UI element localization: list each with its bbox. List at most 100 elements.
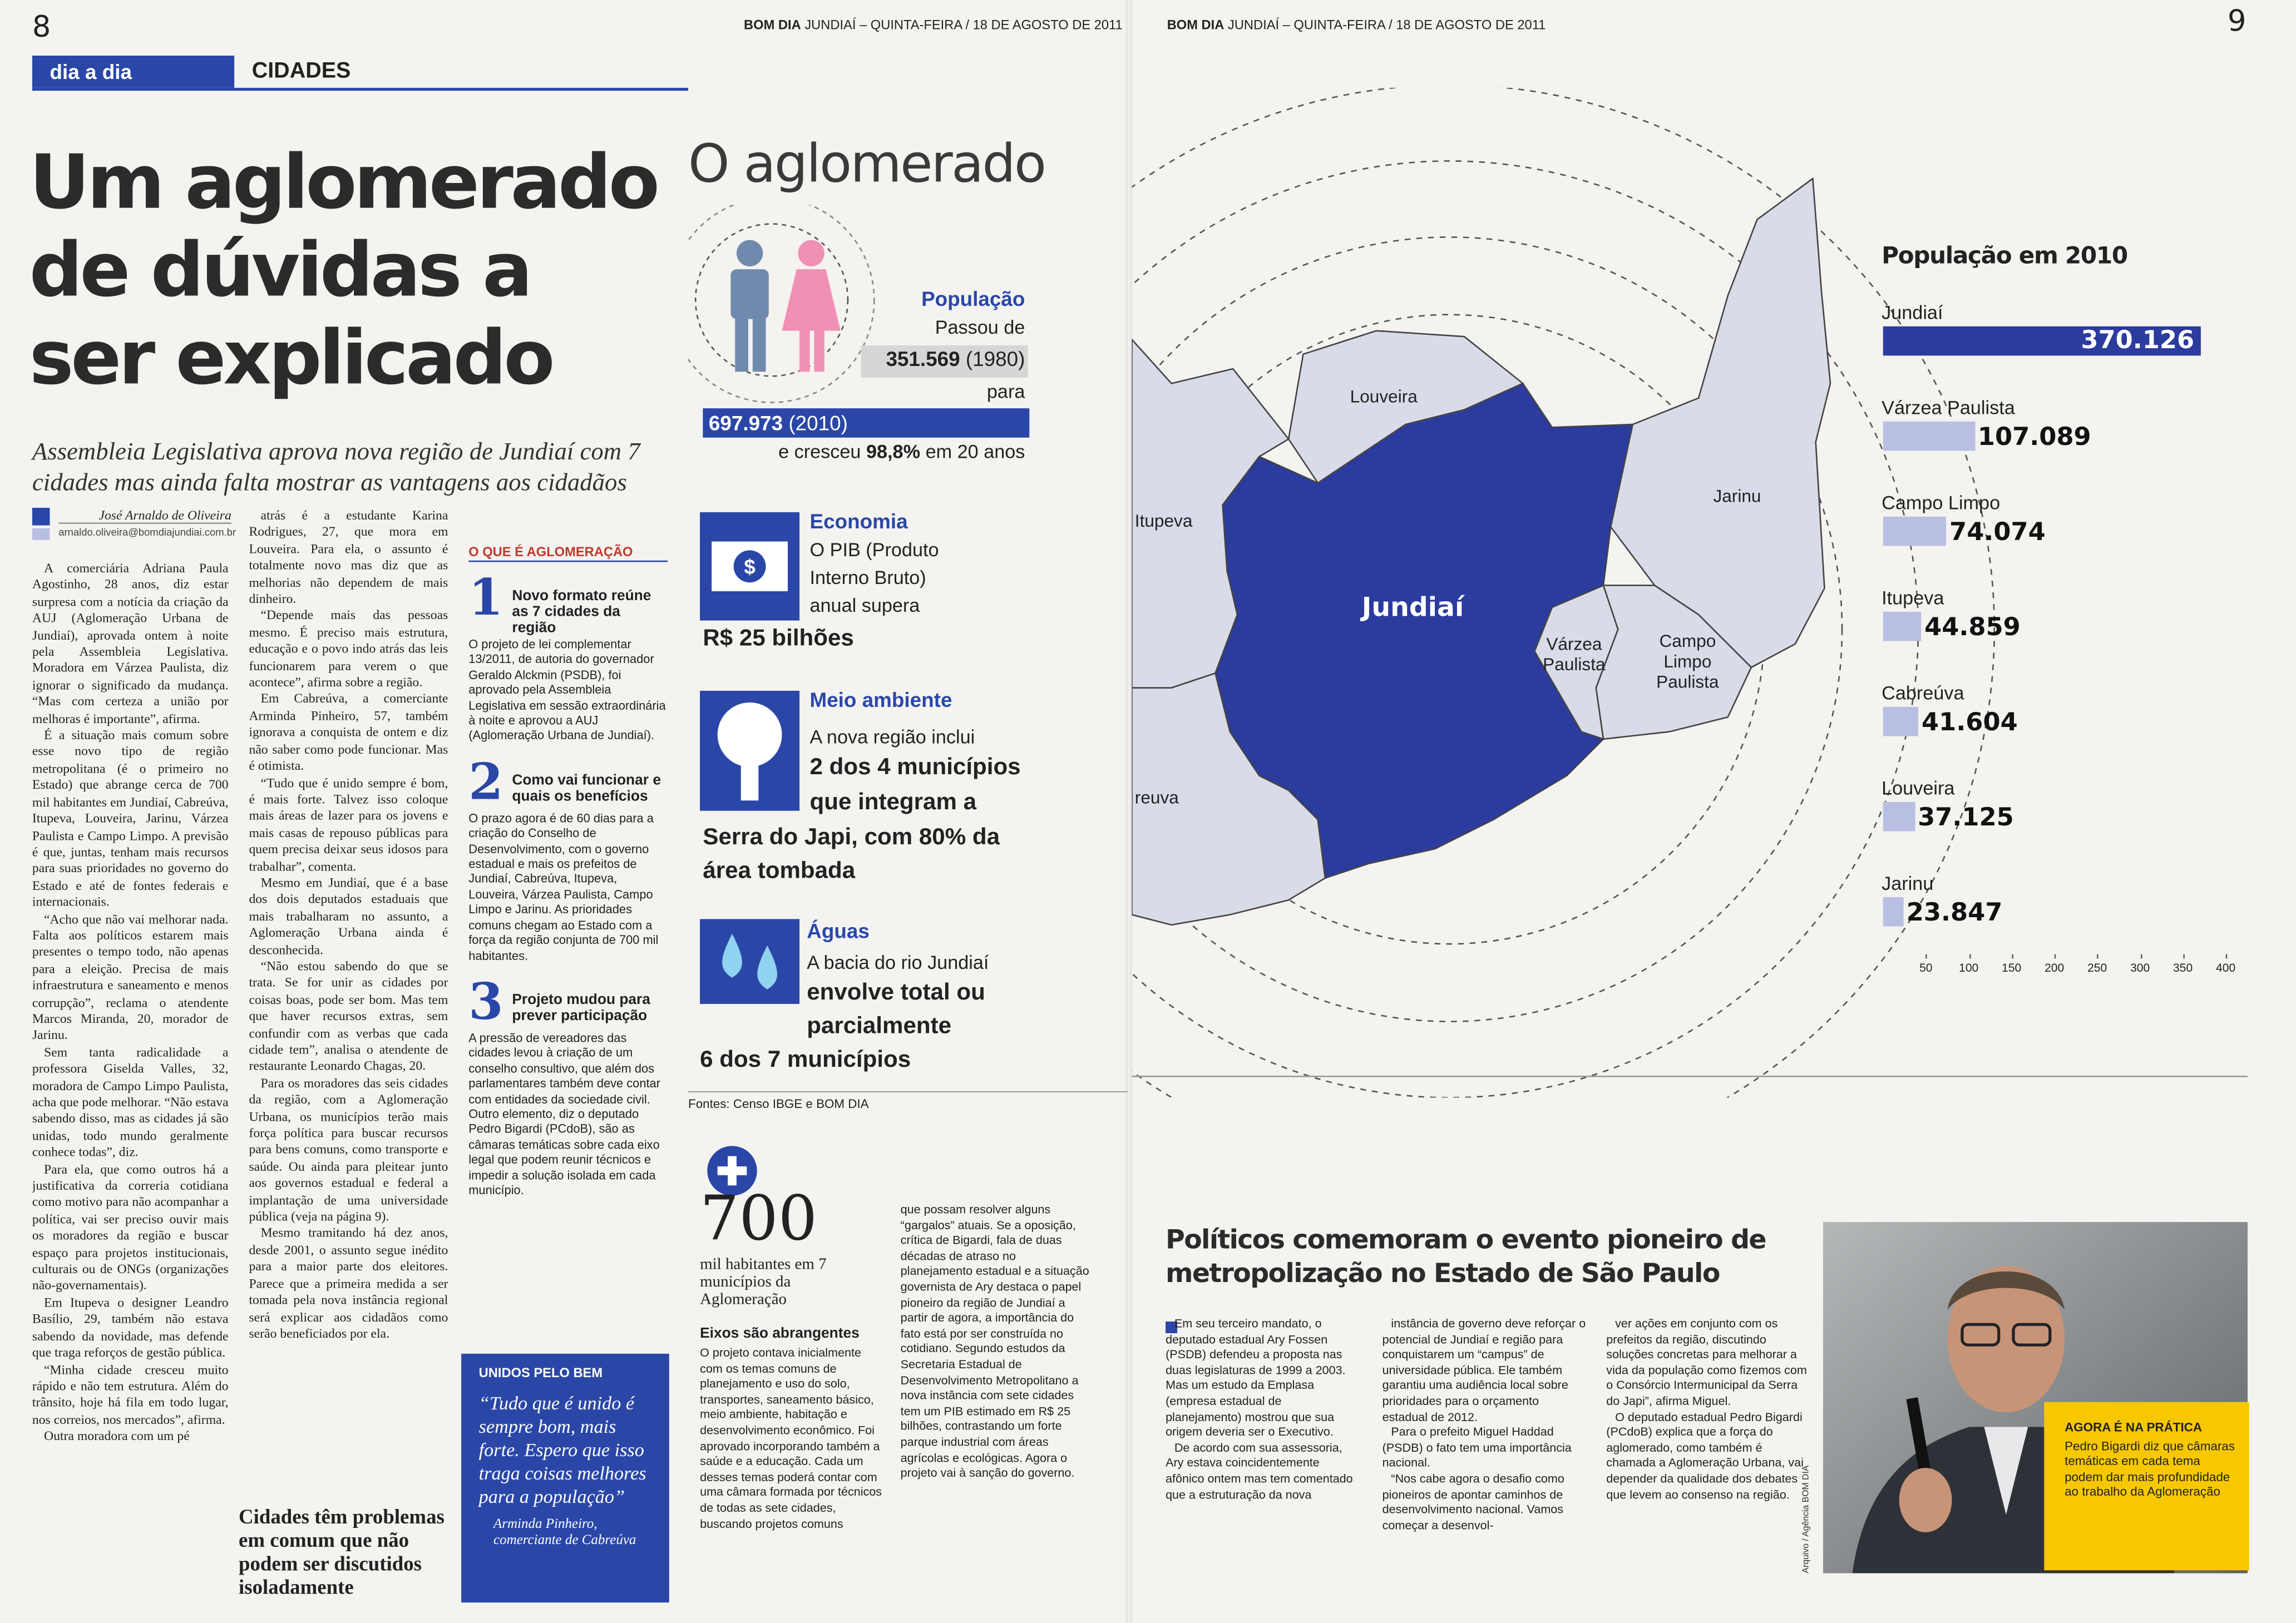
campo-limpo bbox=[1595, 585, 1752, 740]
environment-heading: Meio ambiente bbox=[809, 687, 952, 711]
category-label: Jundiaí bbox=[1882, 301, 1943, 324]
tick-mark bbox=[2054, 954, 2056, 959]
value-label: 107.089 bbox=[1977, 423, 2091, 453]
brand: BOM DIA bbox=[744, 17, 801, 32]
x-tick-label: 50 bbox=[1919, 961, 1933, 975]
paragraph: ver ações em conjunto com os prefeitos d… bbox=[1606, 1317, 1807, 1408]
microphone bbox=[1906, 1397, 1933, 1486]
headline-line: Um aglomerado bbox=[29, 140, 660, 227]
box-column: que possam resolver alguns “gargalos” at… bbox=[900, 1203, 1089, 1480]
pop-to-value: 697.973 bbox=[708, 411, 783, 435]
category-label: Louveira bbox=[1882, 777, 1955, 799]
economy-line: anual supera bbox=[809, 594, 920, 616]
infographic-title: O aglomerado bbox=[688, 135, 1046, 195]
explainer-title: O QUE É AGLOMERAÇÃO bbox=[468, 545, 668, 562]
source: Fontes: Censo IBGE e BOM DIA bbox=[688, 1096, 869, 1111]
byline-mark bbox=[32, 508, 50, 526]
explainer-text: O projeto de lei complementar 13/2011, d… bbox=[468, 636, 666, 743]
article-column: A comerciária Adriana Paula Agostinho, 2… bbox=[32, 561, 229, 1602]
map-label: Louveira bbox=[1350, 386, 1418, 407]
x-tick-label: 350 bbox=[2173, 961, 2193, 975]
tick-mark bbox=[1968, 954, 1971, 959]
bar bbox=[1883, 897, 1904, 927]
page-number: 8 bbox=[32, 8, 51, 44]
face bbox=[1947, 1265, 2065, 1413]
paragraph: Em Itupeva o designer Leandro Basílio, 2… bbox=[32, 1295, 229, 1360]
economy-line: Interno Bruto) bbox=[809, 566, 926, 588]
economy-highlight: R$ 25 bilhões bbox=[703, 626, 854, 651]
explainer-number: 2 bbox=[468, 758, 503, 812]
environment-line: que integram a bbox=[809, 790, 977, 815]
x-tick-label: 150 bbox=[2002, 961, 2022, 975]
icon-man bbox=[730, 240, 769, 372]
paragraph: “Minha cidade cresceu muito rápido e não… bbox=[32, 1362, 229, 1427]
value-label: 37.125 bbox=[1918, 803, 2014, 833]
folio-date: JUNDIAÍ – QUINTA-FEIRA / 18 DE AGOSTO DE… bbox=[1227, 17, 1546, 32]
kicker: Cidades têm problemas em comum que não p… bbox=[239, 1507, 445, 1600]
value-label: 370.126 bbox=[2081, 326, 2195, 356]
paragraph: atrás é a estudante Karina Rodrigues, 27… bbox=[249, 508, 448, 606]
category-label: Campo Limpo bbox=[1882, 492, 2001, 514]
pop-growth: e cresceu 98,8% em 20 anos bbox=[703, 438, 1025, 466]
x-tick-label: 400 bbox=[2216, 961, 2236, 975]
headline-line: ser explicado bbox=[29, 316, 555, 403]
bar-chart: Jundiaí 370.126 Várzea Paulista 107.089 Camp… bbox=[1874, 293, 2255, 988]
paragraph: Para ela, que como outros há a justifica… bbox=[32, 1161, 229, 1293]
bar bbox=[1883, 801, 1915, 832]
category-label: Cabreúva bbox=[1882, 682, 1964, 704]
bar bbox=[1883, 326, 2200, 356]
water-line: 6 dos 7 municípios bbox=[700, 1047, 911, 1073]
ring bbox=[1132, 87, 1995, 1098]
big-number-caption: mil habitantes em 7 municípios da Aglome… bbox=[700, 1255, 827, 1309]
explainer-heading: Projeto mudou para prever participação bbox=[512, 992, 650, 1025]
x-tick-label: 200 bbox=[2045, 961, 2065, 975]
brand: BOM DIA bbox=[1167, 17, 1224, 32]
quote-box: UNIDOS PELO BEM “Tudo que é unido é semp… bbox=[461, 1353, 669, 1603]
plus-sign bbox=[717, 1156, 747, 1186]
quote-source: Arminda Pinheiro, comerciante de Cabreúv… bbox=[493, 1517, 636, 1548]
article-column: Em seu terceiro mandato, o deputado esta… bbox=[1166, 1317, 1356, 1602]
environment-text: A nova região inclui bbox=[809, 726, 975, 748]
glasses bbox=[1961, 1323, 2001, 1347]
water-line: parcialmente bbox=[807, 1014, 952, 1040]
bar bbox=[1883, 706, 1919, 736]
environment-line: 2 dos 4 municípios bbox=[809, 755, 1021, 780]
quote-label: UNIDOS PELO BEM bbox=[478, 1365, 603, 1380]
paragraph: instância de governo deve reforçar o pot… bbox=[1382, 1317, 1586, 1424]
quote-text: “Tudo que é unido é sempre bom, mais for… bbox=[478, 1392, 646, 1508]
water-line: envolve total ou bbox=[807, 980, 985, 1006]
paragraph: A comerciária Adriana Paula Agostinho, 2… bbox=[32, 560, 229, 726]
headline: Um aglomerado de dúvidas a ser explicado bbox=[29, 140, 660, 404]
pop-text: Passou de bbox=[935, 316, 1025, 338]
icon-symbol: $ bbox=[744, 555, 755, 578]
explainer-item: 3 Projeto mudou para prever participação A… bbox=[468, 977, 668, 1198]
paragraph: Outra moradora com um pé bbox=[43, 1428, 190, 1443]
map-label: reuva bbox=[1134, 787, 1179, 808]
subtitle: Assembleia Legislativa aprova nova regiã… bbox=[32, 437, 640, 496]
icon-ring bbox=[688, 205, 875, 403]
water-text: A bacia do rio Jundiaí bbox=[807, 951, 989, 973]
folio: BOM DIA JUNDIAÍ – QUINTA-FEIRA / 18 DE A… bbox=[744, 18, 1123, 32]
byline-mark bbox=[32, 528, 50, 540]
box-column: O projeto contava inicialmente com os te… bbox=[700, 1346, 882, 1531]
paragraph: “Acho que não vai melhorar nada. Falta a… bbox=[32, 911, 229, 1043]
paragraph: “Depende mais das pessoas mesmo. É preci… bbox=[249, 608, 448, 690]
map-label: Itupeva bbox=[1134, 511, 1193, 532]
icon-ring bbox=[694, 223, 849, 377]
ring bbox=[1132, 236, 1843, 1022]
email: arnaldo.oliveira@bomdiajundiai.com.br bbox=[58, 528, 236, 539]
gutter bbox=[1126, 0, 1132, 1623]
environment-line: área tombada bbox=[703, 859, 856, 884]
value-label: 23.847 bbox=[1906, 898, 2003, 928]
map-label: Campo Limpo Paulista bbox=[1656, 631, 1719, 692]
page-number: 9 bbox=[2227, 3, 2246, 38]
hand bbox=[1899, 1468, 1952, 1532]
caption-box: AGORA É NA PRÁTICA Pedro Bigardi diz que… bbox=[2044, 1402, 2249, 1571]
icon-drops bbox=[722, 933, 777, 989]
article-column: ver ações em conjunto com os prefeitos d… bbox=[1606, 1317, 1811, 1602]
tick-mark bbox=[2183, 954, 2185, 959]
paragraph: Em seu terceiro mandato, o deputado esta… bbox=[1166, 1317, 1346, 1439]
paragraph: De acordo com sua assessoria, Ary estava… bbox=[1166, 1441, 1353, 1501]
